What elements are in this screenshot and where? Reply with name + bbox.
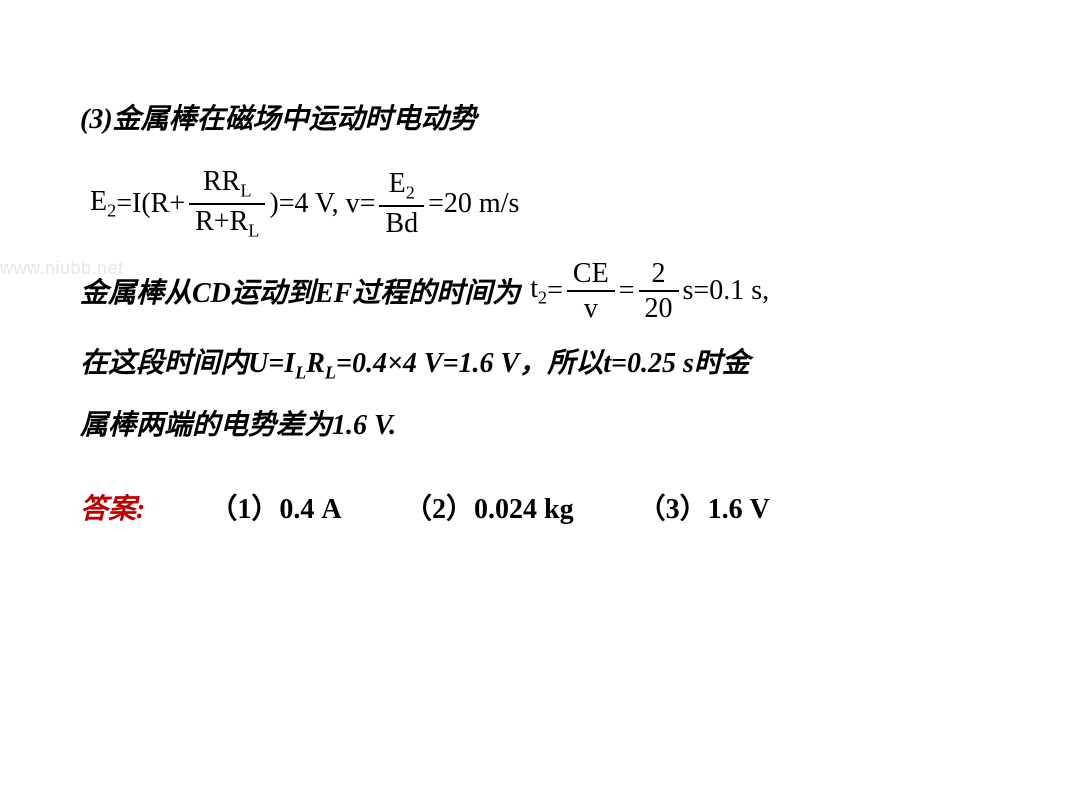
para-sub1: L xyxy=(295,363,306,383)
eq1-frac1: RRL R+RL xyxy=(189,167,265,240)
eq1-mid: )=4 V, v= xyxy=(269,188,375,220)
answer-label: 答案: xyxy=(80,494,145,525)
para-p2: R xyxy=(306,348,325,379)
equation-line-1: E2 =I(R+ RRL R+RL )=4 V, v= E2 Bd =20 m/… xyxy=(90,167,989,240)
line2: 金属棒从CD运动到EF过程的时间为 t2 = CE v = 2 20 s=0.1… xyxy=(80,259,989,324)
paragraph: 在这段时间内U=ILRL=0.4×4 V=1.6 V，所以t=0.25 s时金 … xyxy=(80,333,989,456)
answer-1: （1）0.4 A xyxy=(209,494,340,525)
para-p1: 在这段时间内U=I xyxy=(80,348,295,379)
line2-eq1: = xyxy=(547,275,563,307)
slide-page: (3)金属棒在磁场中运动时电动势 E2 =I(R+ RRL R+RL )=4 V… xyxy=(0,0,1069,802)
eq1-pre: =I(R+ xyxy=(116,188,185,220)
eq1-frac2: E2 Bd xyxy=(379,169,424,238)
answer-row: 答案: （1）0.4 A （2）0.024 kg （3）1.6 V xyxy=(80,487,989,527)
eq1-lhs: E2 xyxy=(90,186,116,222)
para-sub2: L xyxy=(325,363,336,383)
line2-frac1: CE v xyxy=(567,259,615,324)
answer-2: （2）0.024 kg xyxy=(404,494,574,525)
heading-line: (3)金属棒在磁场中运动时电动势 xyxy=(80,100,989,139)
line2-cn: 金属棒从CD运动到EF过程的时间为 xyxy=(80,271,520,311)
para-p3: =0.4×4 V=1.6 V，所以t=0.25 s时金 xyxy=(336,348,750,379)
line2-t: t2 xyxy=(530,273,547,309)
eq1-rhs: =20 m/s xyxy=(428,188,519,220)
line2-tail: s=0.1 s, xyxy=(683,275,770,307)
line2-eq2: = xyxy=(619,275,635,307)
para-p4: 属棒两端的电势差为1.6 V. xyxy=(80,410,396,441)
line2-frac2: 2 20 xyxy=(639,259,679,324)
answer-3: （3）1.6 V xyxy=(638,494,770,525)
